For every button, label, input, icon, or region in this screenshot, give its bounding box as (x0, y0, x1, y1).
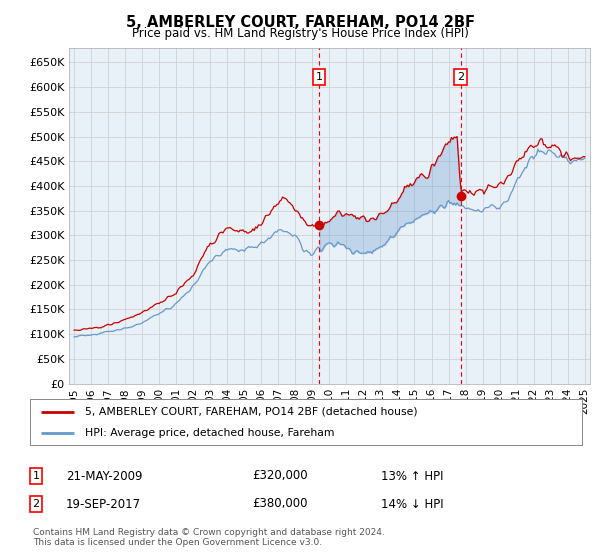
Text: £320,000: £320,000 (252, 469, 308, 483)
Text: 5, AMBERLEY COURT, FAREHAM, PO14 2BF (detached house): 5, AMBERLEY COURT, FAREHAM, PO14 2BF (de… (85, 407, 418, 417)
Text: 1: 1 (32, 471, 40, 481)
Text: Contains HM Land Registry data © Crown copyright and database right 2024.
This d: Contains HM Land Registry data © Crown c… (33, 528, 385, 547)
Text: 21-MAY-2009: 21-MAY-2009 (66, 469, 143, 483)
Text: 13% ↑ HPI: 13% ↑ HPI (381, 469, 443, 483)
Text: HPI: Average price, detached house, Fareham: HPI: Average price, detached house, Fare… (85, 428, 335, 438)
Text: Price paid vs. HM Land Registry's House Price Index (HPI): Price paid vs. HM Land Registry's House … (131, 27, 469, 40)
Text: 14% ↓ HPI: 14% ↓ HPI (381, 497, 443, 511)
Text: 2: 2 (457, 72, 464, 82)
Text: 19-SEP-2017: 19-SEP-2017 (66, 497, 141, 511)
Text: £380,000: £380,000 (252, 497, 308, 511)
Text: 2: 2 (32, 499, 40, 509)
Text: 1: 1 (316, 72, 322, 82)
Text: 5, AMBERLEY COURT, FAREHAM, PO14 2BF: 5, AMBERLEY COURT, FAREHAM, PO14 2BF (125, 15, 475, 30)
